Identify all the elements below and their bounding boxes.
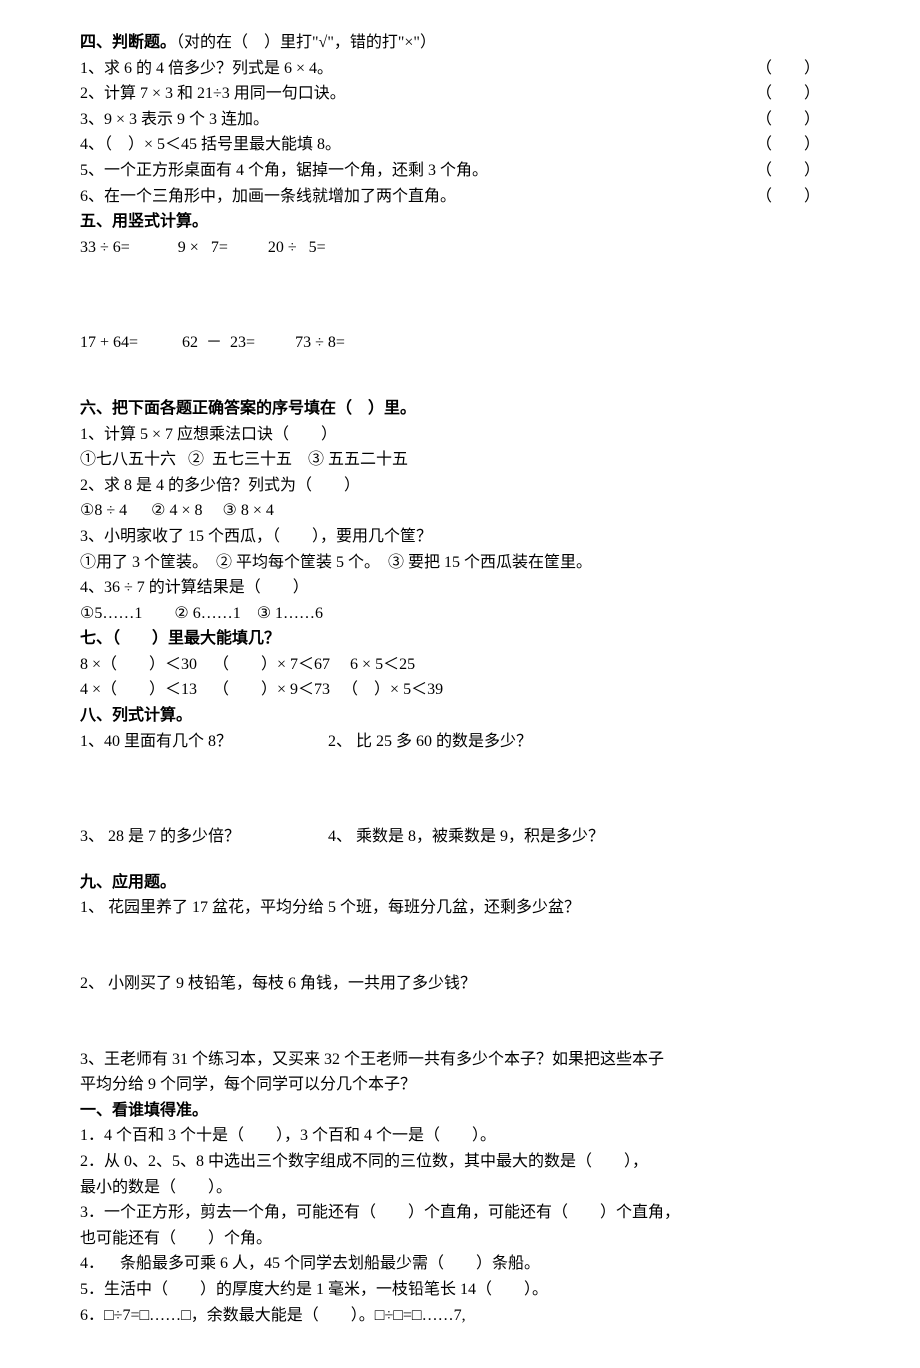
s4-item-text: 3、9 × 3 表示 9 个 3 连加。 (80, 107, 269, 133)
s9-q3b: 平均分给 9 个同学，每个同学可以分几个本子？ (80, 1072, 840, 1098)
s1b-q1: 1．4 个百和 3 个十是（ ），3 个百和 4 个一是（ ）。 (80, 1123, 840, 1149)
s9-title: 九、应用题。 (80, 870, 840, 896)
s5-row1: 33 ÷ 6= 9 × 7= 20 ÷ 5= (80, 235, 840, 261)
s6-q3b: ①用了 3 个筐装。 ② 平均每个筐装 5 个。 ③ 要把 15 个西瓜装在筐里… (80, 550, 840, 576)
s5-row2: 17 + 64= 62 － 23= 73 ÷ 8= (80, 330, 840, 356)
s4-item-6: 6、在一个三角形中，加画一条线就增加了两个直角。 （ ） (80, 184, 840, 210)
s6-q2a: 2、求 8 是 4 的多少倍？列式为（ ） (80, 473, 840, 499)
s5-title: 五、用竖式计算。 (80, 209, 840, 235)
s1b-q4: 4． 条船最多可乘 6 人，45 个同学去划船最少需（ ）条船。 (80, 1251, 840, 1277)
s4-item-text: 5、一个正方形桌面有 4 个角，锯掉一个角，还剩 3 个角。 (80, 158, 488, 184)
s4-item-5: 5、一个正方形桌面有 4 个角，锯掉一个角，还剩 3 个角。 （ ） (80, 158, 840, 184)
spacer (80, 850, 840, 870)
s4-item-paren: （ ） (756, 158, 840, 184)
s1b-q3a: 3．一个正方形，剪去一个角，可能还有（ ）个直角，可能还有（ ）个直角， (80, 1200, 840, 1226)
s8-title: 八、列式计算。 (80, 703, 840, 729)
s6-q4b: ①5……1 ② 6……1 ③ 1……6 (80, 601, 840, 627)
s8-row2: 3、 28 是 7 的多少倍？ 4、 乘数是 8，被乘数是 9，积是多少？ (80, 824, 840, 850)
s6-q4a: 4、36 ÷ 7 的计算结果是（ ） (80, 575, 840, 601)
s9-q3a: 3、王老师有 31 个练习本，又买来 32 个王老师一共有多少个本子？如果把这些… (80, 1047, 840, 1073)
s9-q1: 1、 花园里养了 17 盆花，平均分给 5 个班，每班分几盆，还剩多少盆？ (80, 895, 840, 921)
spacer (80, 754, 840, 824)
s6-q1a: 1、计算 5 × 7 应想乘法口诀（ ） (80, 422, 840, 448)
s4-item-text: 6、在一个三角形中，加画一条线就增加了两个直角。 (80, 184, 456, 210)
s4-item-text: 2、计算 7 × 3 和 21÷3 用同一句口诀。 (80, 81, 346, 107)
s1b-title: 一、看谁填得准。 (80, 1098, 840, 1124)
spacer (80, 260, 840, 330)
s9-q2: 2、 小刚买了 9 枝铅笔，每枝 6 角钱，一共用了多少钱？ (80, 971, 840, 997)
s4-title: 四、判断题。 (80, 34, 176, 51)
s4-instr: （对的在（ ）里打"√"，错的打"×"） (176, 34, 436, 51)
s4-item-2: 2、计算 7 × 3 和 21÷3 用同一句口诀。 （ ） (80, 81, 840, 107)
s6-title: 六、把下面各题正确答案的序号填在（ ）里。 (80, 396, 840, 422)
s4-item-text: 1、求 6 的 4 倍多少？列式是 6 × 4。 (80, 56, 333, 82)
s4-item-paren: （ ） (756, 56, 840, 82)
s1b-q6: 6．□÷7=□……□，余数最大能是（ ）。□÷□=□……7, (80, 1303, 840, 1329)
s4-item-paren: （ ） (756, 132, 840, 158)
s4-item-paren: （ ） (756, 107, 840, 133)
s4-item-text: 4、（ ）× 5＜45 括号里最大能填 8。 (80, 132, 341, 158)
s6-q2b: ①8 ÷ 4 ② 4 × 8 ③ 8 × 4 (80, 498, 840, 524)
s1b-q5: 5．生活中（ ）的厚度大约是 1 毫米，一枝铅笔长 14（ ）。 (80, 1277, 840, 1303)
s7-row2: 4 ×（ ）＜13 （ ）× 9＜73 （ ）× 5＜39 (80, 677, 840, 703)
s8-row1: 1、40 里面有几个 8？ 2、 比 25 多 60 的数是多少？ (80, 729, 840, 755)
spacer (80, 921, 840, 971)
s1b-q3b: 也可能还有（ ）个角。 (80, 1226, 840, 1252)
spacer (80, 356, 840, 396)
s1b-q2b: 最小的数是（ ）。 (80, 1175, 840, 1201)
s7-title: 七、（ ）里最大能填几？ (80, 626, 840, 652)
s1b-q2a: 2．从 0、2、5、8 中选出三个数字组成不同的三位数，其中最大的数是（ ）， (80, 1149, 840, 1175)
s4-item-paren: （ ） (756, 184, 840, 210)
s4-item-4: 4、（ ）× 5＜45 括号里最大能填 8。 （ ） (80, 132, 840, 158)
s7-row1: 8 ×（ ）＜30 （ ）× 7＜67 6 × 5＜25 (80, 652, 840, 678)
spacer (80, 997, 840, 1047)
s4-item-1: 1、求 6 的 4 倍多少？列式是 6 × 4。 （ ） (80, 56, 840, 82)
s4-heading: 四、判断题。（对的在（ ）里打"√"，错的打"×"） (80, 30, 840, 56)
s4-item-3: 3、9 × 3 表示 9 个 3 连加。 （ ） (80, 107, 840, 133)
page-container: 四、判断题。（对的在（ ）里打"√"，错的打"×"） 1、求 6 的 4 倍多少… (0, 0, 920, 1368)
s6-q3a: 3、小明家收了 15 个西瓜，（ ），要用几个筐？ (80, 524, 840, 550)
s6-q1b: ①七八五十六 ② 五七三十五 ③ 五五二十五 (80, 447, 840, 473)
s4-item-paren: （ ） (756, 81, 840, 107)
